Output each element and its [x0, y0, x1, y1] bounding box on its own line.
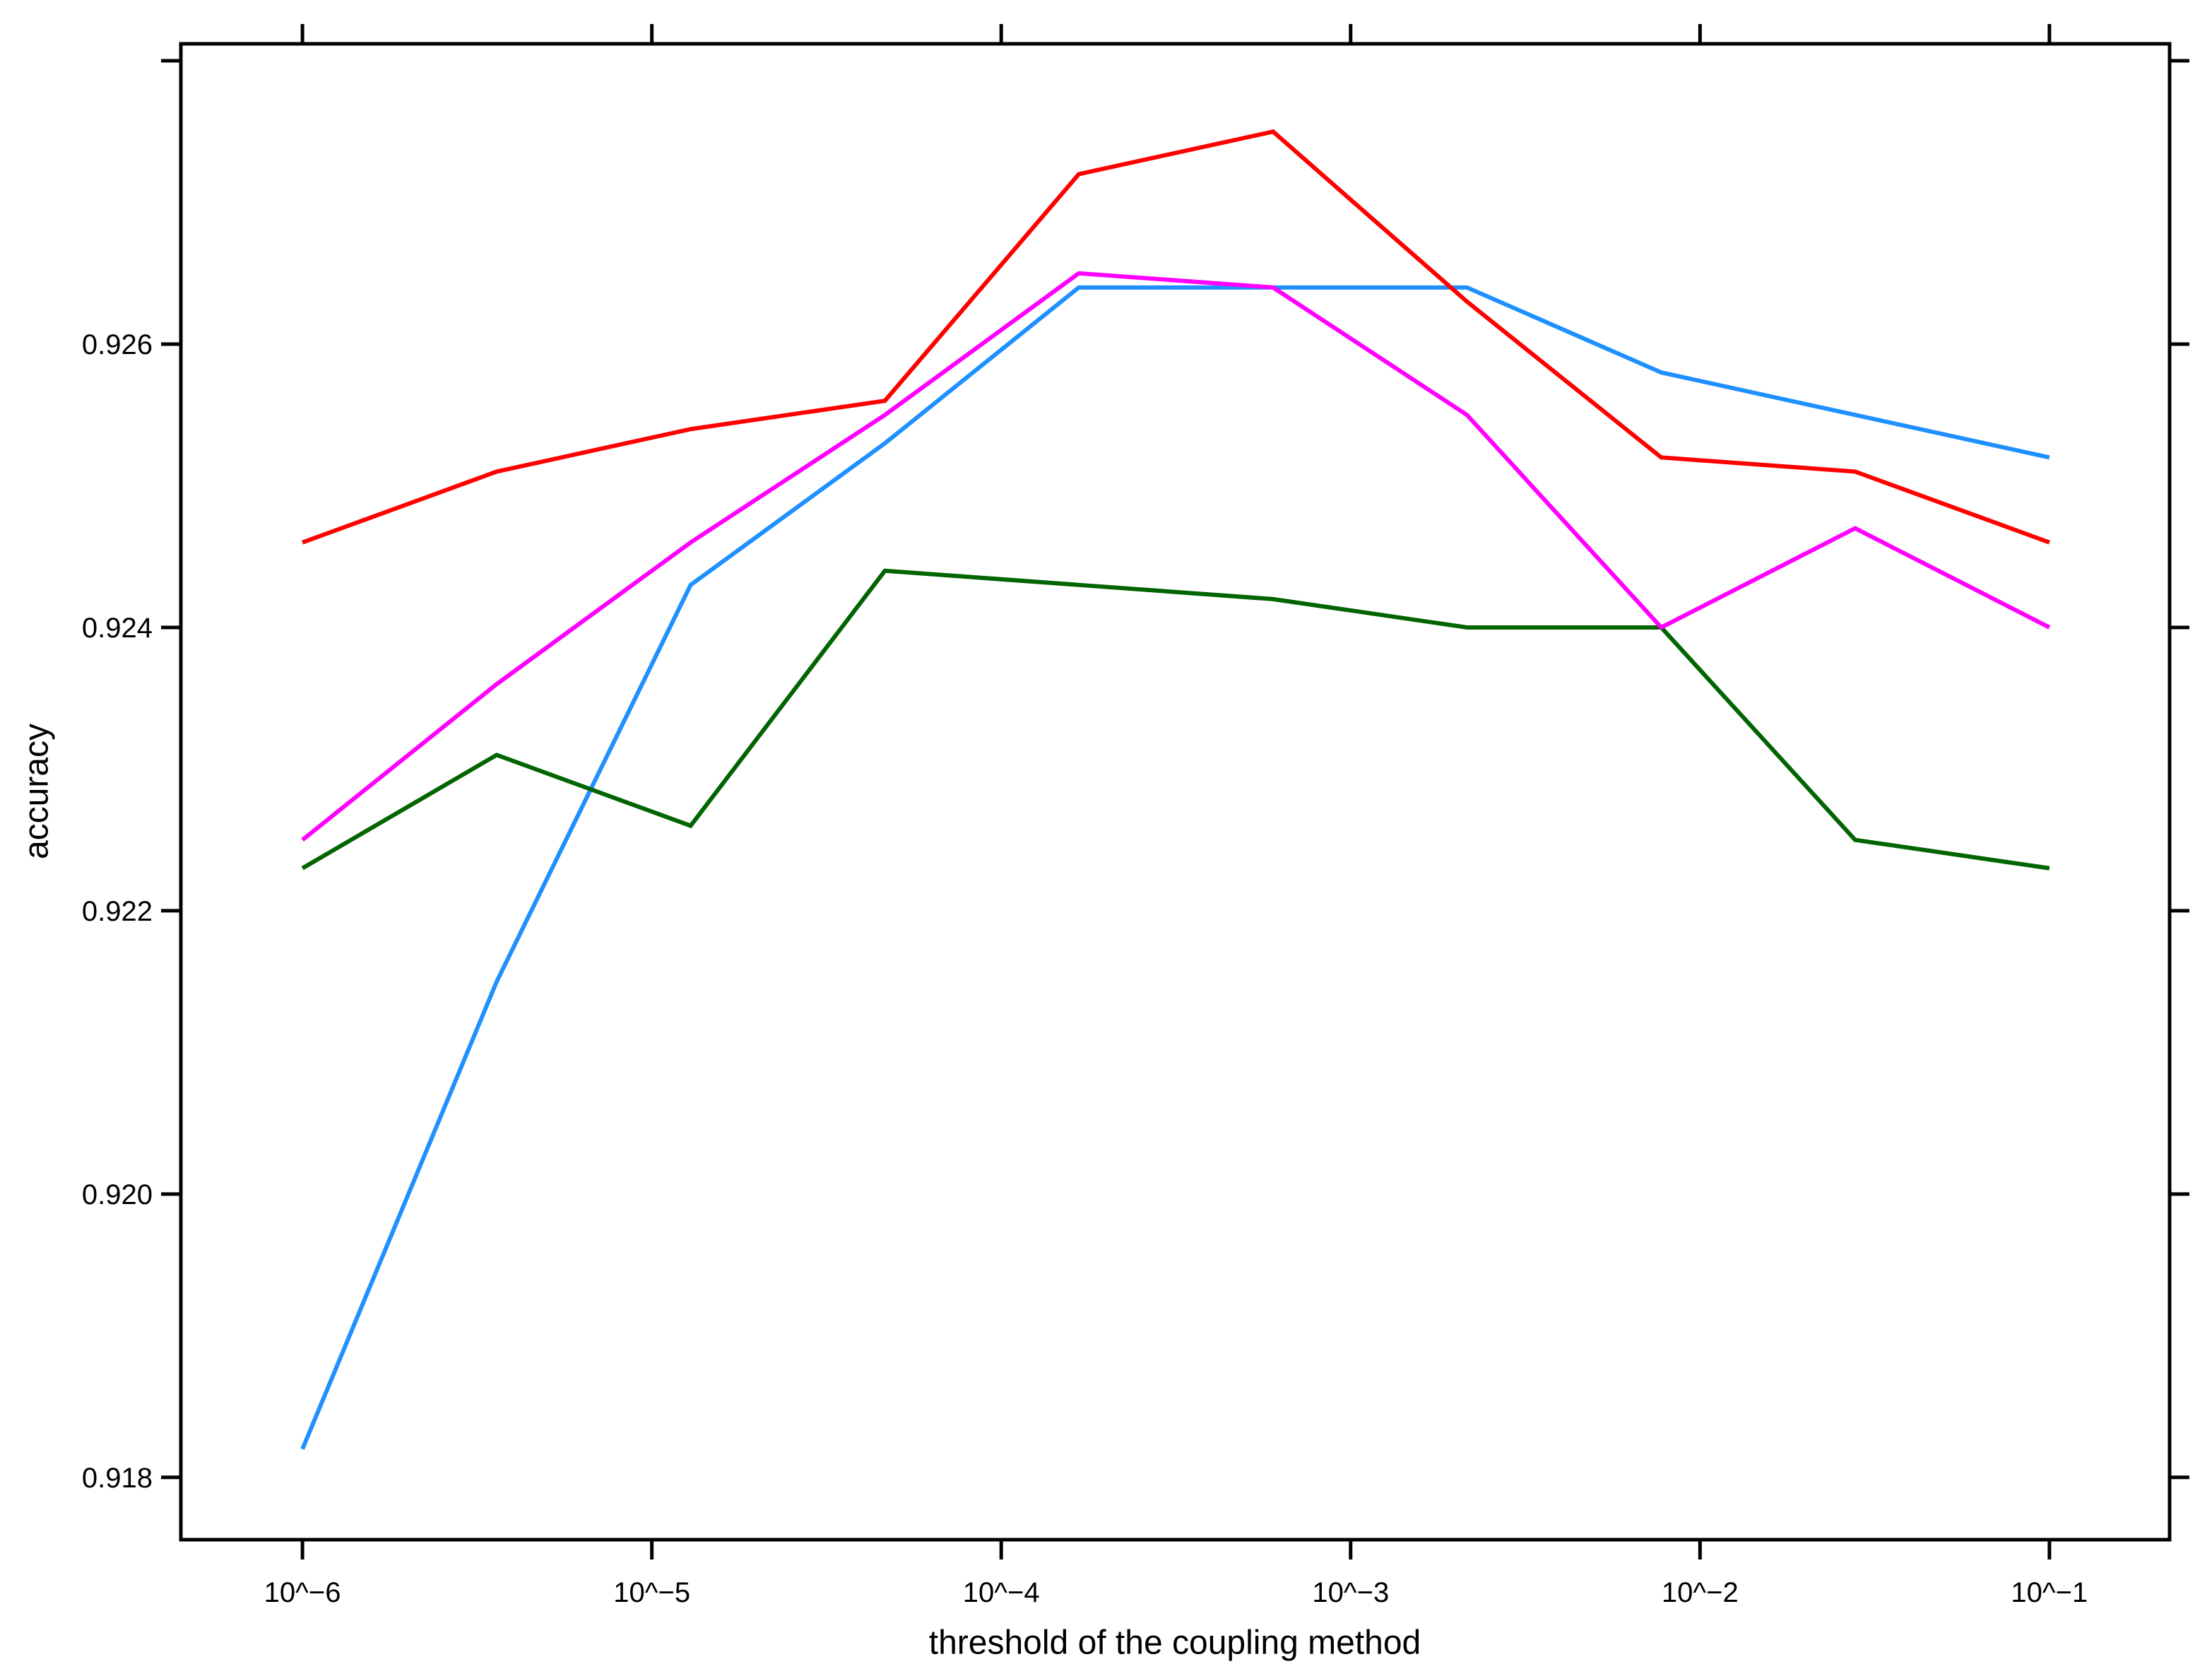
x-tick-label: 10^−6: [264, 1577, 341, 1608]
x-tick-label: 10^−3: [1312, 1577, 1389, 1608]
y-tick-label: 0.922: [82, 896, 153, 927]
x-tick-label: 10^−1: [2011, 1577, 2088, 1608]
y-tick-label: 0.926: [82, 329, 153, 360]
series-line-green: [301, 568, 2050, 871]
x-tick-label: 10^−2: [1662, 1577, 1739, 1608]
y-tick-label: 0.920: [82, 1179, 153, 1210]
y-tick-label: 0.924: [82, 613, 153, 644]
x-tick-label: 10^−5: [613, 1577, 690, 1608]
y-axis-title: accuracy: [18, 723, 56, 860]
series-line-red: [302, 129, 2050, 545]
x-tick-label: 10^−4: [963, 1577, 1040, 1608]
x-axis-title: threshold of the coupling method: [928, 1624, 1421, 1662]
series-line-blue: [300, 285, 2050, 1450]
plot-box: [179, 42, 2172, 1542]
series-line-magenta: [301, 271, 2051, 842]
y-tick-label: 0.918: [82, 1463, 153, 1494]
